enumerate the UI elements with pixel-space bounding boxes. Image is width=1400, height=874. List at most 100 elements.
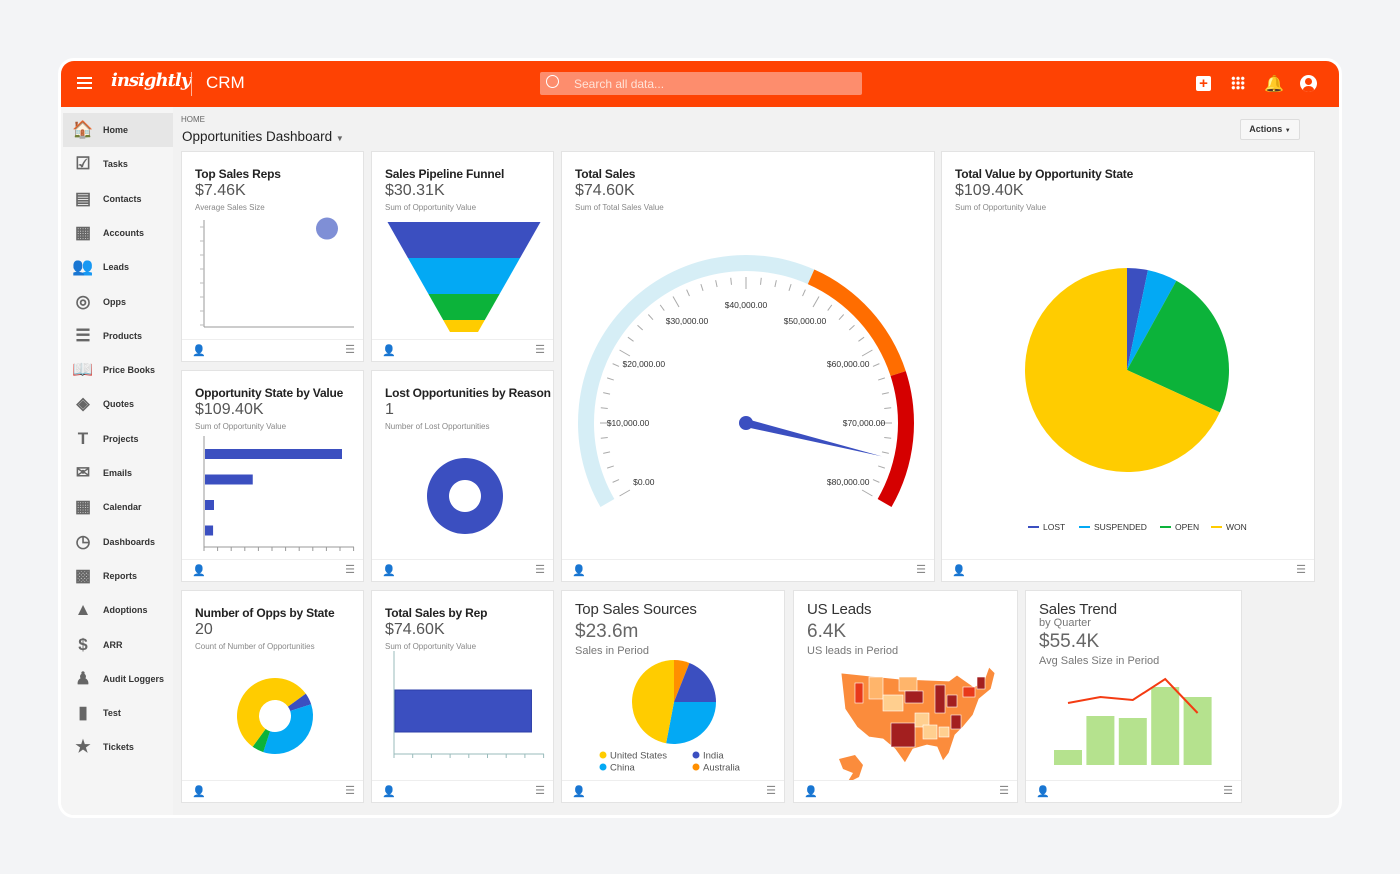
sidebar-item-products[interactable]: ☰ Products bbox=[63, 319, 173, 353]
sidebar-item-home[interactable]: 🏠 Home bbox=[63, 113, 173, 147]
owner-user-icon[interactable]: 👤 bbox=[382, 786, 396, 798]
list-view-icon[interactable]: ☰ bbox=[345, 344, 355, 356]
search-input[interactable]: Search all data... bbox=[574, 77, 665, 91]
sidebar-item-leads[interactable]: 👥 Leads bbox=[63, 250, 173, 284]
card-sales-sources[interactable]: Top Sales Sources $23.6m Sales in Period Un… bbox=[561, 590, 785, 803]
sidebar-item-quotes[interactable]: ◈ Quotes bbox=[63, 387, 173, 421]
card-lost-reason[interactable]: Lost Opportunities by Reason 1 Number of L… bbox=[371, 370, 554, 582]
list-view-icon[interactable]: ☰ bbox=[345, 564, 355, 576]
owner-user-icon[interactable]: 👤 bbox=[1036, 786, 1050, 798]
sidebar-item-audit-loggers[interactable]: ♟ Audit Loggers bbox=[63, 662, 173, 696]
gauge-tick bbox=[760, 277, 762, 285]
gauge-tick bbox=[600, 407, 608, 409]
list-view-icon[interactable]: ☰ bbox=[999, 785, 1009, 797]
list-view-icon[interactable]: ☰ bbox=[535, 344, 545, 356]
apps-grid-icon[interactable] bbox=[1231, 76, 1245, 90]
pie-slice-open bbox=[1127, 280, 1229, 413]
gauge-tick bbox=[637, 324, 644, 331]
sidebar-item-accounts[interactable]: ▦ Accounts bbox=[63, 216, 173, 250]
gauge-tick-label: $20,000.00 bbox=[623, 359, 666, 369]
sidebar-item-dashboards[interactable]: ◷ Dashboards bbox=[63, 525, 173, 559]
list-view-icon[interactable]: ☰ bbox=[535, 564, 545, 576]
sidebar-item-tickets[interactable]: ★ Tickets bbox=[63, 730, 173, 764]
page-title[interactable]: Opportunities Dashboard ▼ bbox=[182, 129, 344, 144]
card-total-sales[interactable]: Total Sales $74.60K Sum of Total Sales Val… bbox=[561, 151, 935, 582]
list-view-icon[interactable]: ☰ bbox=[766, 785, 776, 797]
legend-label: United States bbox=[610, 751, 667, 762]
gauge-band bbox=[877, 371, 914, 507]
card-pipeline[interactable]: Sales Pipeline Funnel $30.31K Sum of Oppor… bbox=[371, 151, 554, 362]
bar-lost bbox=[205, 525, 214, 536]
chart-sales-sources: United States India China Australia bbox=[599, 660, 741, 774]
actions-label: Actions bbox=[1249, 124, 1283, 134]
card-title: Total Sales bbox=[575, 167, 636, 181]
sidebar-item-opps[interactable]: ◎ Opps bbox=[63, 285, 173, 319]
sidebar-item-adoptions[interactable]: ▲ Adoptions bbox=[63, 593, 173, 627]
sidebar-item-calendar[interactable]: ▦ Calendar bbox=[63, 490, 173, 524]
card-sales-by-rep[interactable]: Total Sales by Rep $74.60K Sum of Opportun… bbox=[371, 590, 554, 803]
legend-dot bbox=[692, 751, 700, 759]
sidebar-item-label: Dashboards bbox=[103, 536, 156, 547]
owner-user-icon[interactable]: 👤 bbox=[952, 565, 966, 577]
sidebar-item-price-books[interactable]: 📖 Price Books bbox=[63, 353, 173, 387]
owner-user-icon[interactable]: 👤 bbox=[572, 565, 586, 577]
caret-down-icon: ▼ bbox=[1284, 128, 1291, 134]
chart-us-leads bbox=[839, 666, 996, 782]
warning-icon: ▲ bbox=[74, 600, 92, 620]
legend-dot bbox=[692, 763, 700, 771]
sidebar-item-reports[interactable]: ▩ Reports bbox=[63, 559, 173, 593]
user-icon[interactable] bbox=[1300, 75, 1317, 92]
sidebar-item-label: Tickets bbox=[103, 742, 134, 753]
owner-user-icon[interactable]: 👤 bbox=[192, 786, 206, 798]
list-view-icon[interactable]: ☰ bbox=[535, 785, 545, 797]
list-view-icon[interactable]: ☰ bbox=[916, 564, 926, 576]
people-icon: 👥 bbox=[72, 257, 94, 277]
card-us-leads[interactable]: US Leads 6.4K US leads in Period 👤 ☰ bbox=[793, 590, 1018, 803]
state-region bbox=[950, 714, 962, 730]
card-value: $55.4K bbox=[1039, 631, 1100, 652]
sidebar-item-projects[interactable]: T Projects bbox=[63, 422, 173, 456]
actions-button[interactable]: Actions ▼ bbox=[1240, 119, 1300, 140]
sidebar-item-contacts[interactable]: ▤ Contacts bbox=[63, 182, 173, 216]
menu-icon[interactable] bbox=[77, 77, 92, 89]
sidebar-item-emails[interactable]: ✉ Emails bbox=[63, 456, 173, 490]
pie-slice-0 bbox=[426, 458, 503, 534]
owner-user-icon[interactable]: 👤 bbox=[192, 565, 206, 577]
card-top-sales-reps[interactable]: Top Sales Reps $7.46K Average Sales Size 👤 ☰ bbox=[181, 151, 364, 362]
gauge-tick bbox=[603, 392, 611, 395]
breadcrumb[interactable]: HOME bbox=[181, 115, 205, 124]
add-icon[interactable]: + bbox=[1196, 76, 1211, 91]
sidebar-item-test[interactable]: ▮ Test bbox=[63, 696, 173, 730]
owner-user-icon[interactable]: 👤 bbox=[382, 345, 396, 357]
pie-slice-open bbox=[252, 728, 271, 753]
gauge-tick-label: $80,000.00 bbox=[827, 477, 870, 487]
sidebar-item-tasks[interactable]: ☑ Tasks bbox=[63, 147, 173, 181]
gauge-tick bbox=[838, 314, 845, 321]
search-box[interactable]: Search all data... bbox=[540, 72, 862, 95]
gauge-tick bbox=[715, 280, 718, 288]
bell-icon[interactable]: 🔔 bbox=[1264, 76, 1284, 93]
card-opp-state-value[interactable]: Opportunity State by Value $109.40K Sum of… bbox=[181, 370, 364, 582]
sidebar-item-arr[interactable]: $ ARR bbox=[63, 628, 173, 662]
owner-user-icon[interactable]: 👤 bbox=[804, 786, 818, 798]
sidebar-item-label: Contacts bbox=[103, 193, 142, 204]
gauge-tick bbox=[700, 283, 704, 291]
card-value: 1 bbox=[385, 401, 394, 418]
owner-user-icon[interactable]: 👤 bbox=[382, 565, 396, 577]
card-title: US Leads bbox=[807, 601, 872, 618]
owner-user-icon[interactable]: 👤 bbox=[192, 345, 206, 357]
gauge-tick bbox=[884, 407, 892, 409]
owner-user-icon[interactable]: 👤 bbox=[572, 786, 586, 798]
card-opps-by-state[interactable]: Number of Opps by State 20 Count of Number… bbox=[181, 590, 364, 803]
funnel-stage bbox=[387, 222, 541, 258]
list-view-icon[interactable]: ☰ bbox=[1296, 564, 1306, 576]
list-view-icon[interactable]: ☰ bbox=[345, 785, 355, 797]
list-view-icon[interactable]: ☰ bbox=[1223, 785, 1233, 797]
card-sales-trend[interactable]: Sales Trend by Quarter $55.4K Avg Sales Siz… bbox=[1025, 590, 1242, 803]
card-value-by-state[interactable]: Total Value by Opportunity State $109.40K… bbox=[941, 151, 1315, 582]
logo[interactable]: insightly bbox=[111, 70, 191, 91]
state-region bbox=[934, 684, 946, 714]
legend-label: OPEN bbox=[1175, 522, 1199, 532]
trend-bar bbox=[1183, 697, 1212, 765]
gauge-tick bbox=[612, 479, 620, 483]
